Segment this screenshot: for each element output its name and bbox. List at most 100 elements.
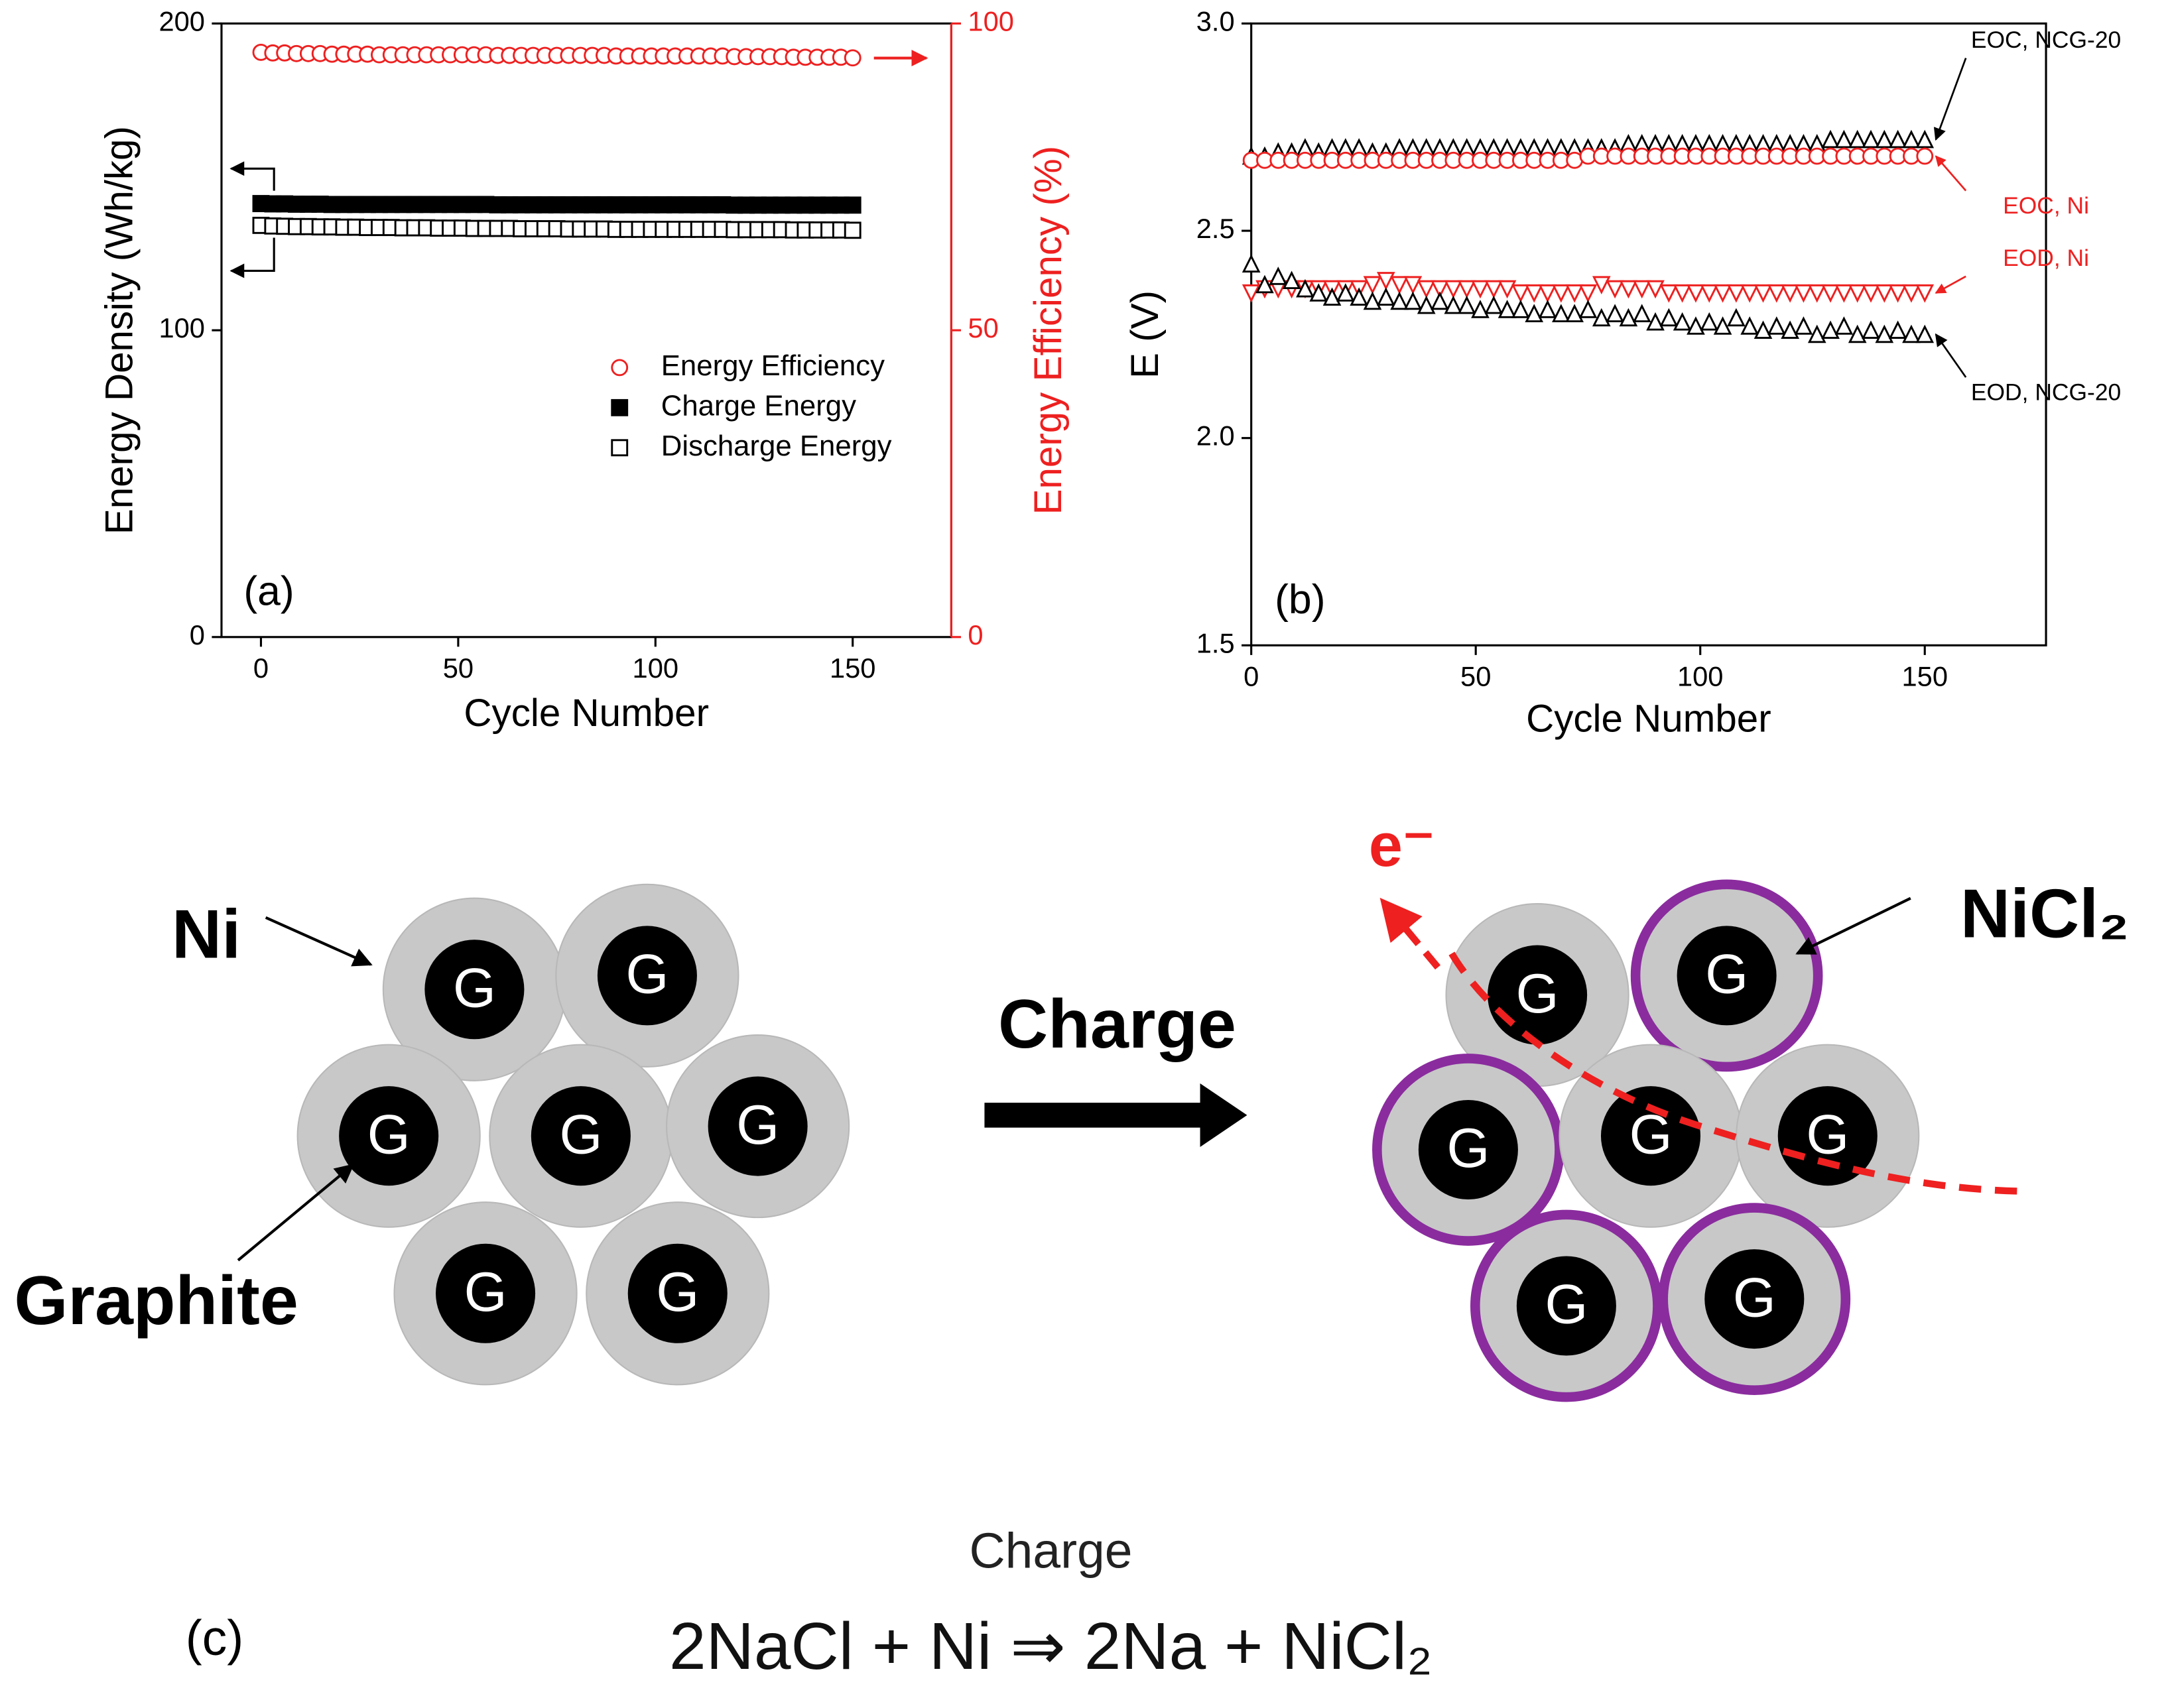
point [1862,129,1880,149]
point [1538,284,1557,303]
point [1471,280,1490,299]
x-tick-label: 150 [1901,660,1948,692]
pointer [1795,896,1911,955]
graphite-core [1704,1249,1805,1349]
y-tick-label: 1.5 [1196,627,1235,658]
y-tick-label: 0 [190,619,205,650]
point [1511,284,1530,303]
point [1713,316,1732,335]
point [1700,312,1719,331]
particle-label: G [625,944,669,1005]
point [1457,280,1476,299]
point [1269,267,1288,285]
point [1578,300,1598,318]
y2-tick-label: 50 [968,312,998,343]
point [1915,284,1935,303]
particle-label: G [1545,1274,1588,1335]
point [1848,324,1867,343]
point [1403,291,1423,310]
legend-marker [611,398,629,416]
point [1431,280,1449,299]
y-tick-label: 200 [159,5,205,36]
y-axis-label: Energy Density (Wh/kg) [97,126,141,534]
point [1740,316,1759,335]
graphite-core [436,1243,536,1343]
point [1552,284,1570,303]
charge-arrow-shaft [984,1103,1206,1128]
point [1255,274,1274,294]
point [1862,320,1880,339]
point [1619,280,1638,299]
panel-label: (a) [243,568,294,615]
graphite-core [1600,1086,1701,1186]
point [1834,129,1854,149]
particle-label: G [1806,1103,1849,1165]
y-tick-label: 2.5 [1196,213,1235,244]
point [1915,129,1935,149]
point [1902,324,1921,343]
point [1619,308,1638,327]
point [1632,304,1651,323]
particle-label: G [367,1103,411,1165]
graphite-core [708,1076,808,1176]
legend-marker [611,359,629,377]
reaction: 2NaCl + Ni ⇒ 2Na + NiCl₂ [669,1609,1433,1683]
point [1646,312,1665,331]
point [1457,295,1476,314]
point [1606,280,1624,299]
point [1767,316,1786,335]
particle-label: G [559,1103,602,1165]
point [1592,308,1611,327]
x-tick-label: 0 [253,652,269,684]
point [1322,287,1342,306]
particle-label: G [464,1261,507,1323]
point [1781,320,1799,339]
point [1916,147,1934,165]
particle-label: G [1733,1266,1776,1328]
point [1632,280,1651,299]
particle-label: G [736,1094,779,1156]
electron-arrow [1379,898,1441,970]
x-axis-label: Cycle Number [464,692,709,735]
plot-frame [220,22,952,639]
point [1875,129,1894,149]
point [1807,284,1826,303]
point [1592,276,1611,295]
y2-axis-label: Energy Efficiency (%) [1027,146,1070,515]
x-tick-label: 100 [633,652,679,684]
particle-label: G [1516,963,1559,1024]
electron-path [1448,951,2019,1195]
y-axis-label: E (V) [1123,290,1167,379]
point [1754,284,1773,303]
series-label: EOD, NCG-20 [1971,379,2121,405]
point [1417,280,1436,299]
series-label: EOC, NCG-20 [1971,27,2121,53]
point [1888,320,1907,339]
point [1444,280,1463,299]
y2-tick-label: 100 [968,5,1014,36]
point [1431,291,1449,310]
point [1673,284,1692,303]
point [1390,291,1409,310]
point [1525,304,1544,323]
label-arrow [1935,333,1967,378]
x-tick-label: 0 [1243,660,1259,692]
point [1902,129,1921,149]
point [1875,284,1894,303]
point [1767,284,1786,303]
point [1242,254,1261,273]
graphite-core [424,940,525,1040]
legend-label: Charge Energy [661,389,856,422]
particle-label: G [453,957,496,1018]
point [1888,284,1907,303]
point [1875,324,1894,343]
point [1484,295,1503,314]
point [1659,308,1679,327]
point [1821,129,1840,149]
point [844,49,861,67]
y-tick-label: 3.0 [1196,5,1235,36]
point [1606,304,1624,323]
ni-label: Ni [172,896,241,973]
point [1834,316,1854,335]
point [1673,312,1692,331]
